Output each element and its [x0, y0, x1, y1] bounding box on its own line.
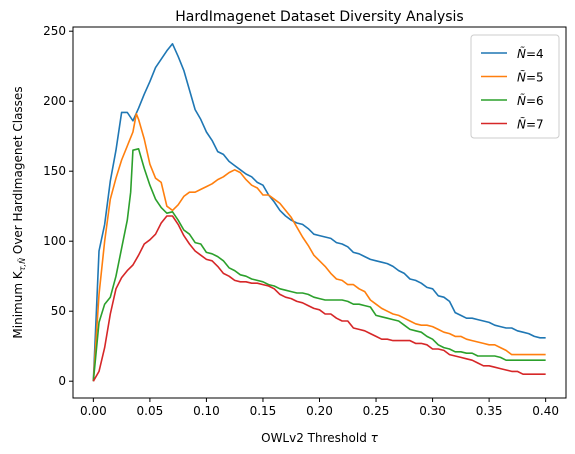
x-tick-label: 0.25 — [363, 404, 390, 418]
y-tick-label: 0 — [58, 374, 66, 388]
x-tick-label: 0.00 — [80, 404, 107, 418]
y-axis-label: Minimum Kτ,Ñ Over HardImagenet Classes — [11, 86, 27, 338]
legend-label: Ñ=5 — [517, 70, 544, 85]
series-line-6 — [92, 148, 546, 382]
x-axis-label: OWLv2 Threshold τ — [261, 431, 379, 445]
x-tick-label: 0.05 — [137, 404, 164, 418]
y-axis-ticks: 0 50 100 150 200 250 — [43, 24, 73, 388]
x-tick-label: 0.35 — [476, 404, 503, 418]
x-tick-label: 0.40 — [532, 404, 559, 418]
axes-frame — [72, 26, 567, 399]
series-line-4 — [92, 43, 546, 382]
x-tick-label: 0.10 — [193, 404, 220, 418]
x-tick-label: 0.15 — [250, 404, 277, 418]
legend-box — [470, 34, 560, 139]
y-tick-label: 100 — [43, 234, 66, 248]
y-tick-label: 200 — [43, 94, 66, 108]
legend: Ñ=4 Ñ=5 Ñ=6 Ñ=7 — [470, 34, 560, 139]
legend-label: Ñ=6 — [517, 93, 544, 108]
y-tick-label: 150 — [43, 164, 66, 178]
legend-label: Ñ=4 — [517, 46, 544, 61]
plot-area — [92, 43, 546, 382]
x-tick-label: 0.20 — [306, 404, 333, 418]
legend-label: Ñ=7 — [517, 117, 544, 132]
series-line-7 — [92, 215, 546, 382]
chart-title: HardImagenet Dataset Diversity Analysis — [175, 9, 463, 25]
x-axis-ticks: 0.00 0.05 0.10 0.15 0.20 0.25 0.30 0.35 0.40 — [80, 398, 559, 418]
series-line-5 — [92, 113, 546, 382]
x-tick-label: 0.30 — [419, 404, 446, 418]
y-tick-label: 250 — [43, 24, 66, 38]
y-tick-label: 50 — [51, 304, 66, 318]
